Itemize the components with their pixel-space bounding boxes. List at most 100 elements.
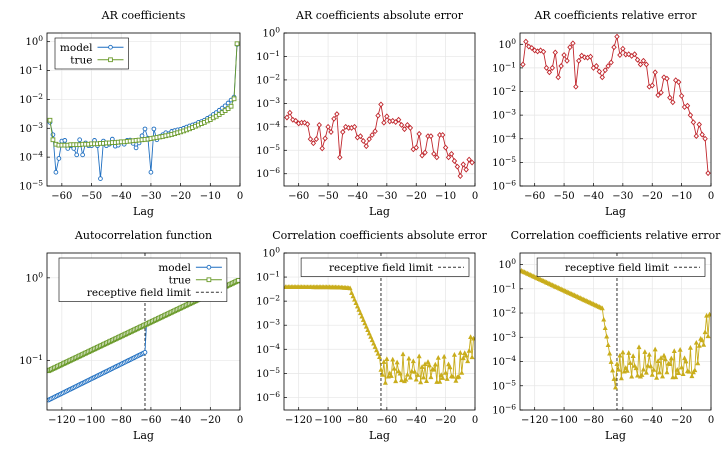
data-point [626,350,632,355]
data-point [701,342,707,347]
data-point [463,352,469,358]
data-point [418,379,424,385]
data-point [593,63,600,69]
chart-title: AR coefficients relative error [533,9,697,22]
x-tick-label: −100 [550,415,577,426]
x-tick-label: −20 [435,415,456,426]
data-point [652,69,658,76]
data-point [381,359,387,364]
series-error [520,268,711,390]
x-tick-label: 0 [237,415,243,426]
data-point [47,117,53,123]
data-point [322,135,328,142]
data-point [617,52,623,59]
y-tick-label: 10−3 [256,96,280,110]
data-point [391,365,397,371]
data-point [362,320,368,326]
chart-title: AR coefficients [101,9,186,22]
data-point [664,75,670,82]
data-point [540,48,547,55]
y-tick-label: 10−6 [492,403,516,417]
data-point [570,40,576,47]
data-point [680,371,686,377]
data-point [615,366,621,372]
data-point [412,368,418,374]
data-point [384,356,390,361]
data-point [234,41,240,47]
data-point [435,354,441,360]
data-point [602,67,608,74]
data-point [667,361,673,366]
x-tick-label: −60 [140,415,161,426]
legend: receptive field limit [300,257,470,277]
plot-frame [283,32,476,187]
x-tick-label: −30 [140,191,161,202]
x-tick-label: −60 [51,191,72,202]
data-point [365,327,371,332]
data-point [357,310,363,316]
data-point [431,366,437,372]
data-point [676,370,682,375]
data-point [460,355,466,361]
x-tick-label: −120 [48,415,75,426]
data-point [340,129,346,135]
data-point [573,83,579,90]
data-point [360,317,366,322]
y-tick-label: 100 [262,26,280,40]
data-point [371,340,377,346]
x-tick-label: −50 [81,191,102,202]
data-point [398,121,405,128]
data-point [520,61,526,68]
x-tick-label: −40 [406,415,427,426]
data-point [424,378,430,384]
data-point [675,79,682,86]
data-point [379,372,385,377]
data-point [366,136,372,143]
data-point [611,44,617,51]
data-point [696,121,702,128]
x-axis-label: Lag [369,429,390,442]
data-point [462,350,468,355]
data-point [319,145,325,152]
y-tick-label: 100 [25,34,43,48]
data-point [601,316,607,322]
data-point [684,102,691,109]
y-tick-label: 10−1 [256,49,280,63]
data-point [357,133,364,140]
data-point [608,359,614,364]
x-tick-label: −100 [314,415,341,426]
data-point [80,152,85,158]
y-tick-label: 10−1 [19,63,43,77]
data-point [649,82,655,89]
data-point [643,369,649,375]
data-point [407,374,413,380]
data-point [567,44,573,51]
data-point [453,378,459,383]
data-point [356,307,362,312]
x-tick-label: −80 [111,415,132,426]
data-point [431,150,437,157]
data-point [384,113,390,120]
data-point [630,353,636,359]
data-point [416,130,422,137]
data-point [62,138,68,143]
data-point [546,69,553,76]
data-point [561,52,567,59]
x-tick-label: −30 [376,191,397,202]
data-point [640,57,647,64]
data-point [415,372,421,377]
data-point [428,374,434,380]
data-point [633,365,639,371]
data-point [637,61,644,68]
x-tick-label: 0 [237,191,243,202]
data-point [454,163,461,170]
x-tick-label: 0 [472,415,478,426]
data-point [587,53,594,60]
data-point [655,92,661,99]
plot-frame [46,252,241,411]
series-error [284,101,475,179]
data-point [451,158,458,164]
series-error [284,284,475,385]
data-point [388,373,394,378]
data-point [151,126,157,132]
